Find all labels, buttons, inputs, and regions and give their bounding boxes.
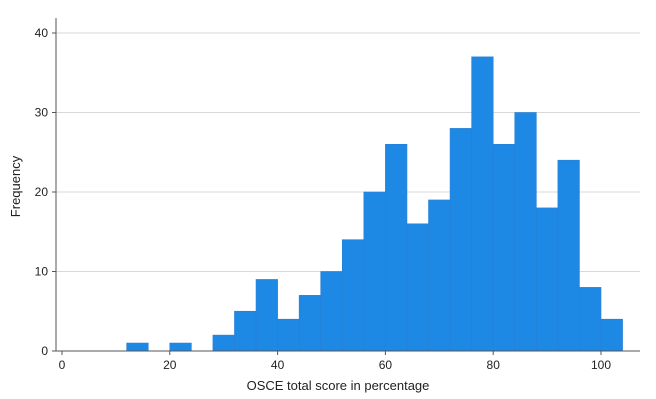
histogram-bar <box>536 207 559 352</box>
histogram-bar <box>169 342 192 352</box>
histogram-bar <box>298 295 322 352</box>
histogram-bar <box>600 318 623 352</box>
histogram-bar <box>277 318 300 352</box>
y-axis-title: Frequency <box>8 155 23 217</box>
histogram-bar <box>234 310 257 352</box>
histogram-bar <box>126 342 149 352</box>
axis-ticks: 0 10 20 30 40 0 20 40 60 80 100 <box>35 26 612 372</box>
histogram-bar <box>320 271 343 352</box>
x-tick-label: 60 <box>379 358 393 372</box>
histogram-bar <box>255 279 278 352</box>
histogram-bar <box>579 287 602 352</box>
histogram-bars <box>126 56 623 352</box>
histogram-bar <box>471 56 494 352</box>
histogram-bar <box>428 199 451 352</box>
y-tick-label: 0 <box>41 344 48 358</box>
y-tick-label: 40 <box>35 26 49 40</box>
histogram-bar <box>341 239 365 352</box>
y-tick-label: 10 <box>35 265 49 279</box>
histogram-bar <box>363 191 386 352</box>
histogram-bar <box>514 112 537 352</box>
histogram-bar <box>385 144 408 352</box>
histogram-bar <box>212 334 235 352</box>
y-tick-label: 20 <box>35 185 49 199</box>
histogram-bar <box>406 223 429 352</box>
x-tick-label: 40 <box>271 358 285 372</box>
x-axis-title: OSCE total score in percentage <box>247 378 430 393</box>
histogram-bar <box>449 128 472 352</box>
histogram-bar <box>557 159 580 352</box>
histogram-bar <box>492 144 516 352</box>
y-tick-label: 30 <box>35 106 49 120</box>
x-tick-label: 20 <box>163 358 177 372</box>
x-tick-label: 80 <box>487 358 501 372</box>
x-tick-label: 100 <box>591 358 611 372</box>
x-tick-label: 0 <box>59 358 66 372</box>
